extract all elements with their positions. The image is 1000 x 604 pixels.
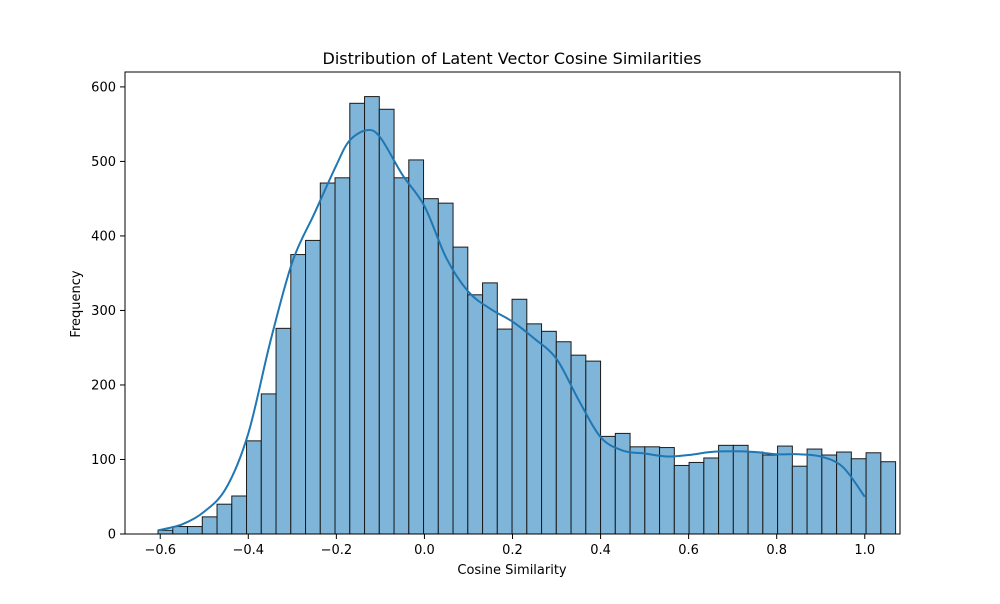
x-tick-label: 0.4 (590, 543, 611, 558)
histogram-bar (703, 457, 720, 535)
histogram-bar (600, 435, 616, 535)
histogram-bar (747, 451, 764, 535)
x-tick-label: 0.2 (502, 543, 523, 558)
histogram-bar (496, 328, 513, 535)
histogram-bar (231, 495, 248, 535)
histogram-bar (364, 96, 380, 535)
histogram-bar (275, 327, 292, 535)
histogram-bar (865, 452, 882, 535)
histogram-bar (452, 246, 469, 535)
chart-title: Distribution of Latent Vector Cosine Sim… (323, 49, 702, 68)
histogram-bar (187, 526, 203, 535)
histogram-bar (777, 445, 793, 535)
histogram-bar (821, 454, 838, 535)
y-axis-label: Frequency (69, 270, 84, 337)
x-tick-label: 0.6 (678, 543, 699, 558)
histogram-bar (334, 177, 351, 535)
histogram-bar (349, 102, 366, 535)
histogram-bar (511, 298, 528, 535)
histogram-bar (762, 454, 779, 535)
histogram-bar (541, 330, 557, 535)
histogram-bar (791, 465, 808, 535)
x-tick-label: −0.2 (321, 543, 353, 558)
histogram-bar (718, 444, 734, 535)
histogram-bar (482, 282, 498, 535)
y-tick-label: 200 (91, 378, 116, 393)
histogram-bar (423, 198, 439, 535)
kde-curve (157, 128, 866, 532)
y-tick-label: 400 (91, 229, 116, 244)
histogram-bar (393, 177, 410, 535)
histogram-bar (880, 461, 897, 535)
histogram-bar (290, 254, 307, 535)
histogram-bar (570, 354, 587, 535)
y-axis-ticks: 0 100 200 300 400 500 600 (91, 80, 125, 543)
histogram-bar (378, 108, 395, 535)
histogram-bar (629, 446, 646, 535)
histogram-bar (644, 446, 661, 535)
y-tick-label: 300 (91, 304, 116, 319)
histogram-bar (172, 526, 189, 535)
x-tick-label: 0.0 (414, 543, 435, 558)
histogram-bar (806, 448, 823, 535)
y-tick-label: 500 (91, 155, 116, 170)
histogram-bar (585, 360, 602, 535)
y-tick-label: 0 (108, 528, 116, 543)
x-tick-label: −0.4 (233, 543, 265, 558)
histogram-bar (216, 503, 233, 535)
histogram-bar (319, 182, 336, 535)
y-tick-label: 100 (91, 453, 116, 468)
x-tick-label: 1.0 (854, 543, 875, 558)
histogram-bar (732, 444, 749, 535)
bars-group (157, 96, 897, 535)
x-axis-ticks: −0.6 −0.4 −0.2 0.0 0.2 0.4 0.6 0.8 1.0 (144, 534, 875, 558)
histogram-bar (659, 447, 675, 535)
histogram-bar (437, 202, 454, 535)
histogram-bar (305, 239, 321, 535)
histogram-bar (201, 516, 218, 535)
histogram-bar (246, 440, 262, 535)
x-tick-label: −0.6 (144, 543, 176, 558)
histogram-bar (157, 529, 174, 535)
x-axis-label: Cosine Similarity (457, 563, 567, 578)
histogram-bar (673, 464, 690, 535)
histogram-bar (526, 323, 543, 535)
histogram-bar (260, 393, 277, 535)
x-tick-label: 0.8 (766, 543, 787, 558)
y-tick-label: 600 (91, 80, 116, 95)
histogram-bar (688, 461, 705, 535)
histogram-bar (408, 159, 425, 535)
histogram-bar (467, 294, 484, 535)
